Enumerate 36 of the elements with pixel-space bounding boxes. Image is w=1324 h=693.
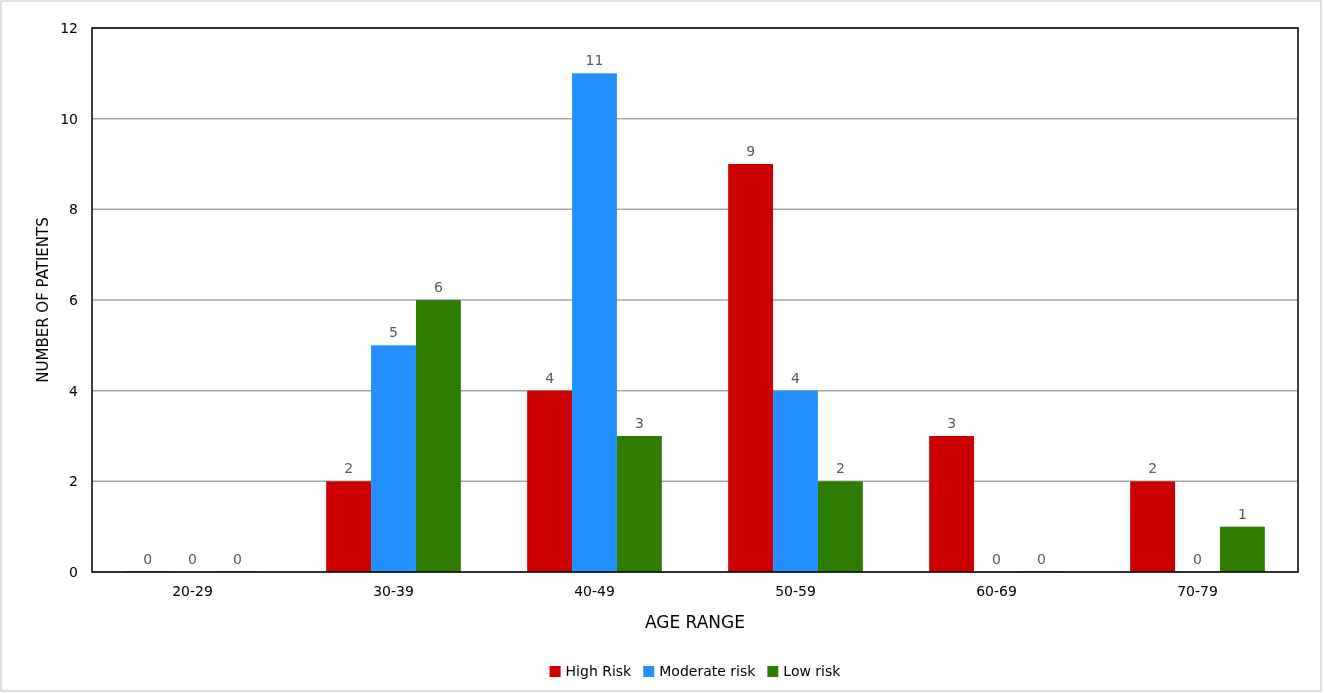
legend-label: Low risk	[783, 663, 842, 679]
legend-label: High Risk	[565, 663, 633, 679]
y-tick-label: 8	[69, 201, 78, 218]
x-tick-label: 60-69	[976, 582, 1017, 599]
data-label: 11	[585, 52, 604, 69]
data-label: 6	[433, 279, 443, 295]
x-axis-title: AGE RANGE	[644, 612, 746, 632]
y-tick-label: 10	[60, 110, 78, 127]
y-tick-label: 2	[69, 473, 78, 490]
data-label: 2	[344, 460, 354, 477]
x-tick-label: 40-49	[574, 582, 615, 599]
data-label: 5	[389, 324, 398, 341]
y-axis-title: NUMBER OF PATIENTS	[34, 217, 52, 383]
y-tick-label: 6	[69, 291, 79, 308]
data-label: 0	[188, 551, 197, 567]
x-tick-label: 70-79	[1177, 582, 1218, 599]
legend-label: Moderate risk	[659, 663, 757, 679]
x-tick-label: 20-29	[172, 582, 213, 599]
data-label: 2	[1148, 460, 1158, 477]
y-tick-label: 4	[69, 382, 79, 399]
data-label: 3	[947, 415, 957, 431]
data-label: 1	[1237, 505, 1247, 522]
data-label: 0	[1193, 551, 1202, 567]
y-tick-label: 12	[60, 19, 78, 36]
data-label: 0	[1036, 551, 1046, 567]
data-label: 2	[835, 460, 845, 477]
data-label: 9	[746, 143, 756, 159]
data-label: 4	[545, 369, 555, 386]
data-label: 4	[791, 369, 801, 386]
data-label: 0	[143, 551, 153, 567]
data-label: 0	[232, 551, 242, 567]
data-label: 0	[992, 551, 1001, 567]
y-tick-label: 0	[69, 563, 78, 580]
x-tick-label: 30-39	[373, 582, 414, 599]
x-tick-label: 50-59	[775, 582, 816, 599]
data-label: 3	[634, 415, 644, 431]
